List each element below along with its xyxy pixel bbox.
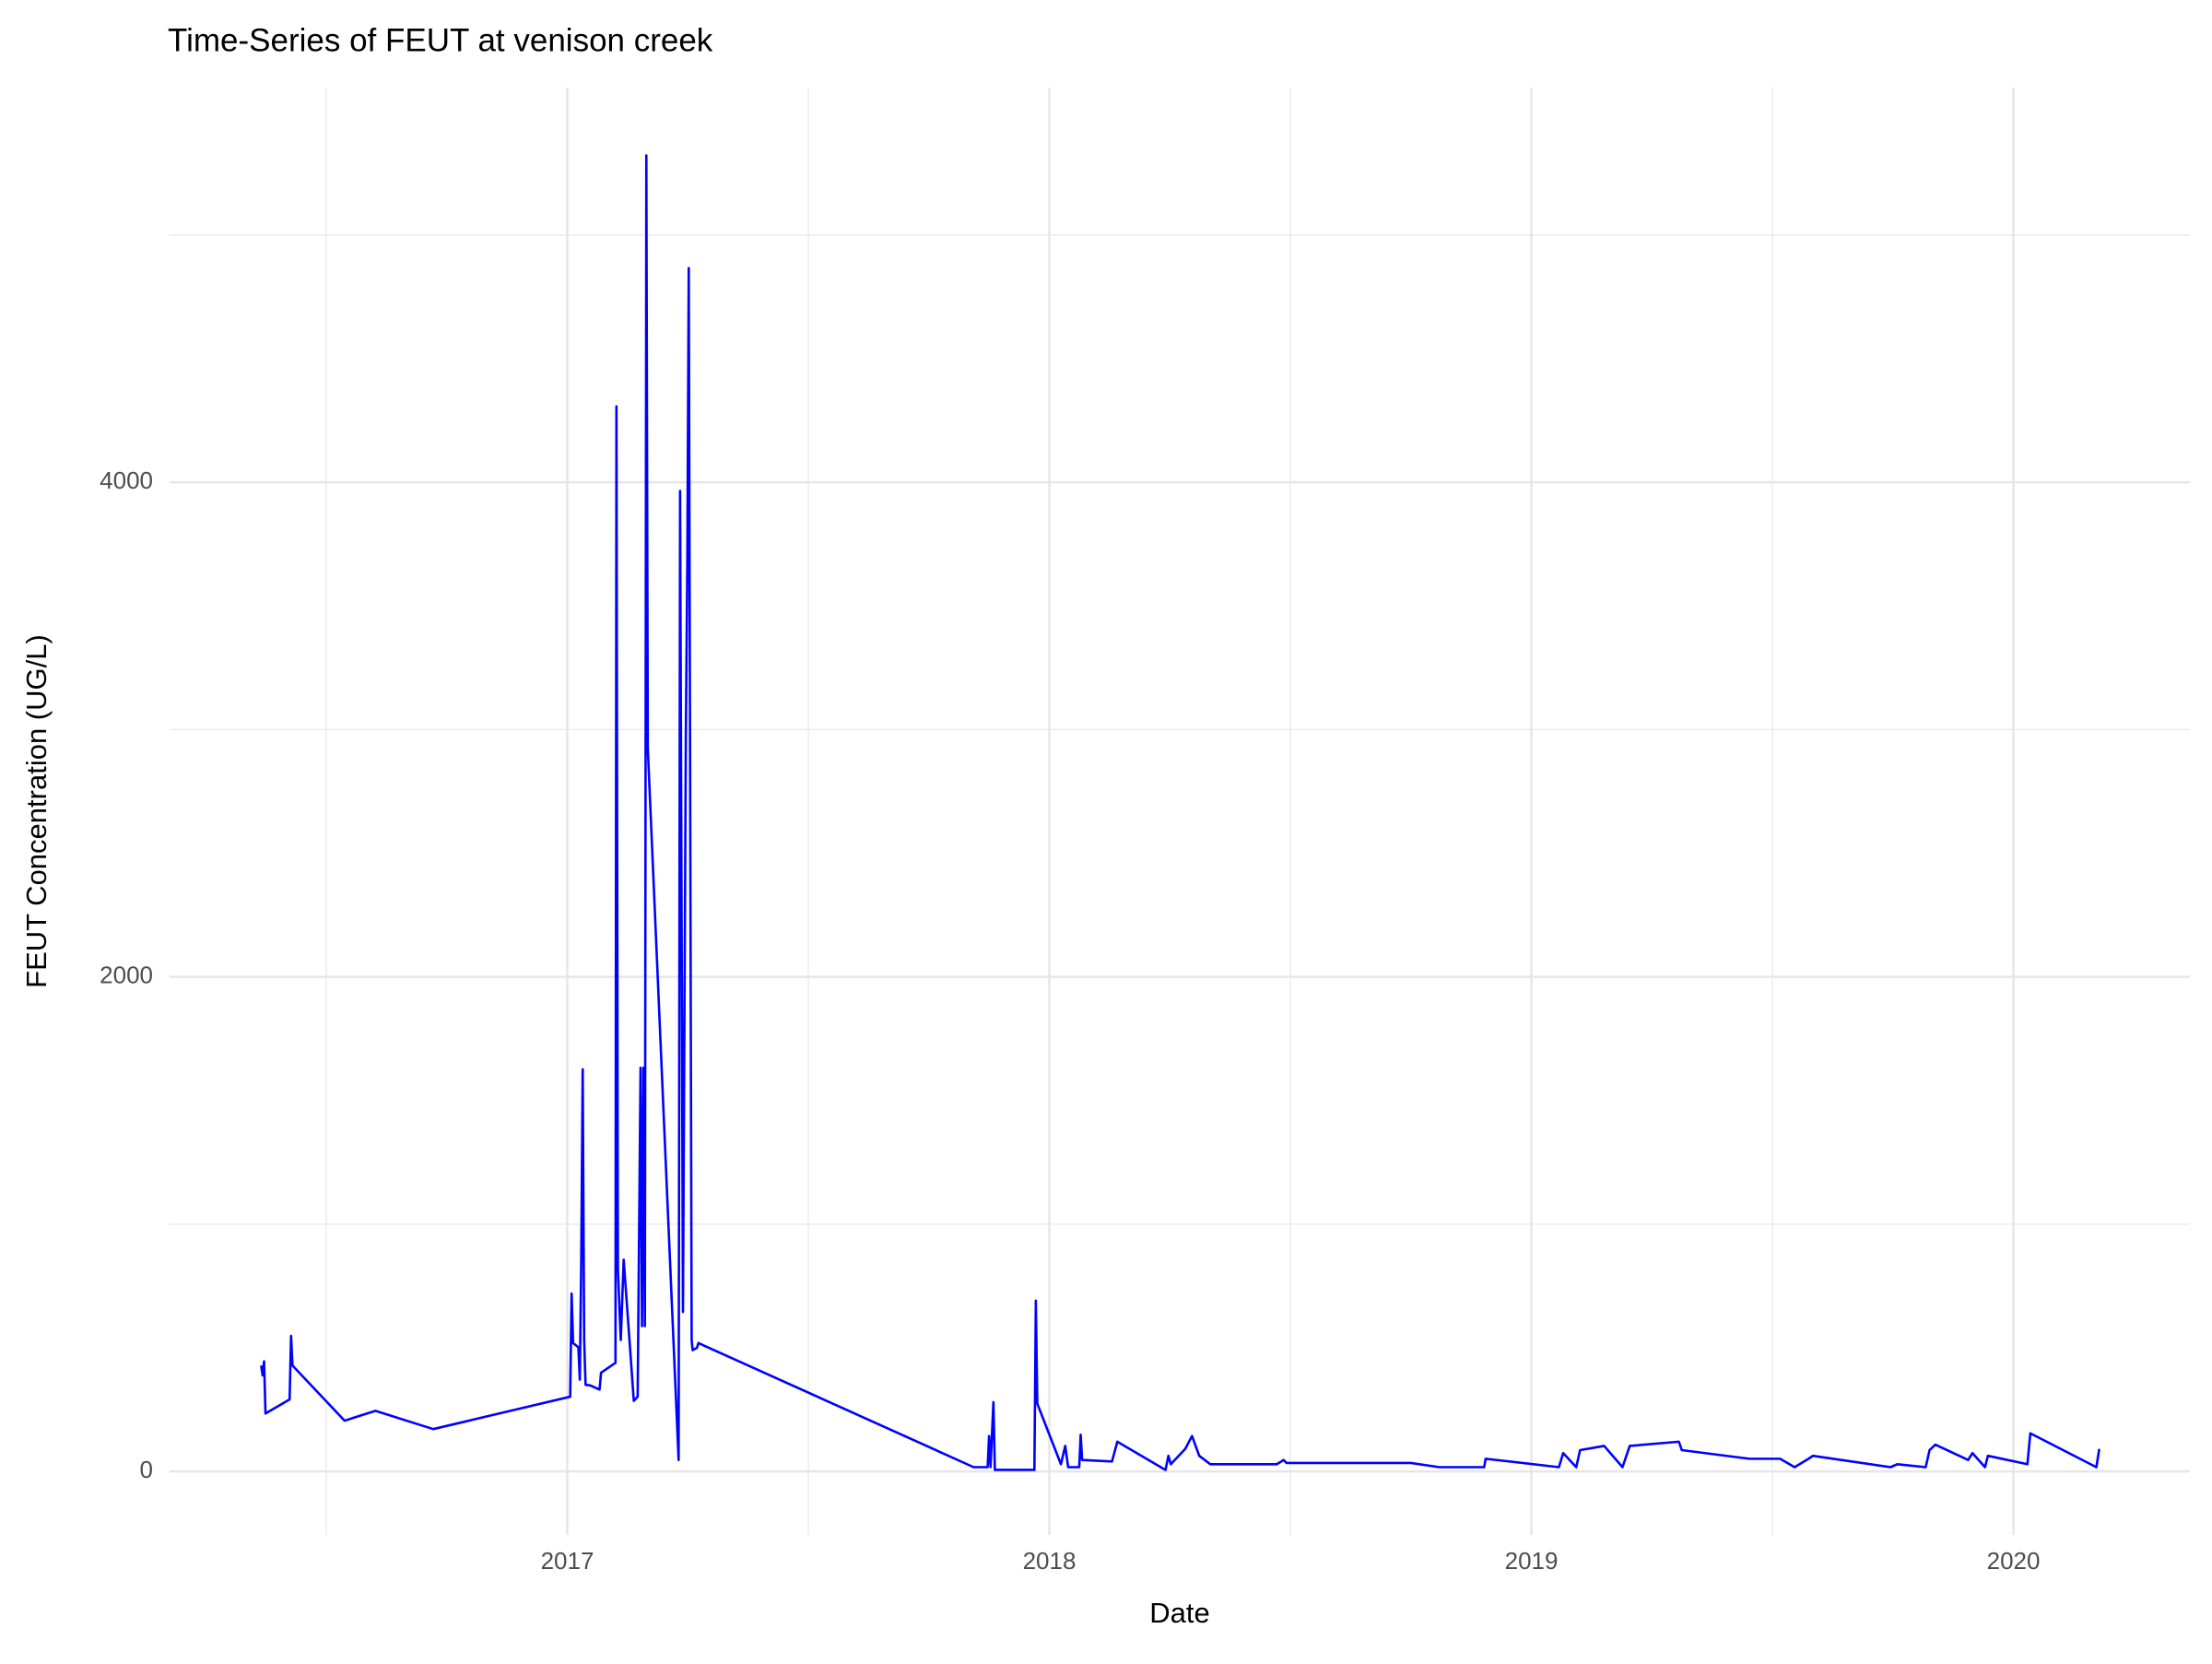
x-tick-label: 2019: [1505, 1547, 1559, 1575]
x-axis-label: Date: [1149, 1597, 1209, 1629]
x-tick-label: 2017: [541, 1547, 594, 1575]
x-tick-label: 2018: [1023, 1547, 1077, 1575]
x-tick-label: 2020: [1987, 1547, 2041, 1575]
y-axis-label: FEUT Concentration (UG/L): [20, 634, 53, 988]
y-tick-label: 0: [140, 1456, 153, 1483]
y-tick-label: 2000: [100, 961, 153, 988]
y-tick-label: 4000: [100, 466, 153, 494]
chart-title: Time-Series of FEUT at venison creek: [168, 22, 713, 58]
data-line: [260, 154, 2100, 1471]
